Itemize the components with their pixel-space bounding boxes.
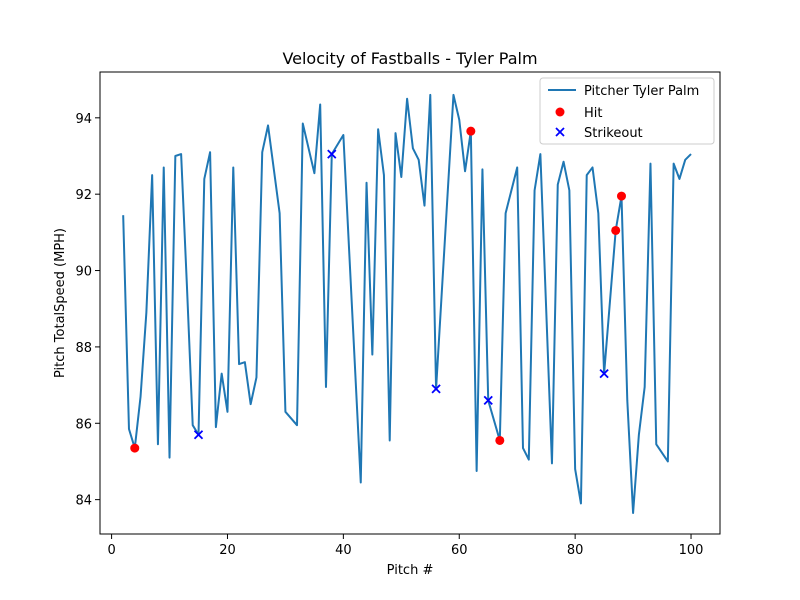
y-tick-label: 88 [75, 341, 92, 356]
x-axis-ticks: 0 20 40 60 80 100 [107, 534, 703, 558]
x-tick-label: 40 [335, 543, 352, 558]
legend-box [539, 77, 715, 145]
legend-label-pitcher: Pitcher Tyler Palm [584, 84, 699, 99]
hit-point [616, 191, 626, 201]
strikeout-point [599, 368, 609, 379]
legend-label-hit: Hit [584, 106, 602, 121]
strikeout-point [483, 395, 493, 406]
legend-label-strikeout: Strikeout [584, 126, 643, 141]
y-tick-label: 84 [75, 494, 92, 509]
y-tick-label: 92 [75, 188, 92, 203]
y-axis-label: Pitch TotalSpeed (MPH) [53, 228, 68, 378]
hit-point [130, 443, 140, 453]
hit-point [466, 126, 476, 136]
strikeout-point [431, 384, 441, 394]
x-tick-label: 0 [107, 543, 115, 558]
series-line-pitcher [122, 93, 692, 514]
strikeout-point [327, 149, 337, 159]
plot-frame [99, 71, 721, 535]
legend: Pitcher Tyler Palm Hit Strikeout [539, 77, 715, 145]
y-tick-label: 94 [75, 112, 92, 127]
x-tick-label: 100 [679, 543, 704, 558]
x-axis-label: Pitch # [387, 563, 434, 578]
hit-point [611, 225, 621, 235]
plot-content [122, 93, 692, 514]
x-tick-label: 20 [219, 543, 236, 558]
legend-strikeout-swatch [555, 127, 565, 137]
x-tick-label: 60 [451, 543, 468, 558]
y-tick-label: 90 [75, 265, 92, 280]
legend-hit-swatch [555, 107, 565, 117]
chart-title: Velocity of Fastballs - Tyler Palm [282, 49, 537, 68]
y-tick-label: 86 [75, 417, 92, 432]
hit-point [495, 435, 505, 445]
strikeout-point [193, 430, 204, 440]
y-axis-ticks: 84 86 88 90 92 94 [75, 112, 100, 509]
x-tick-label: 80 [567, 543, 584, 558]
